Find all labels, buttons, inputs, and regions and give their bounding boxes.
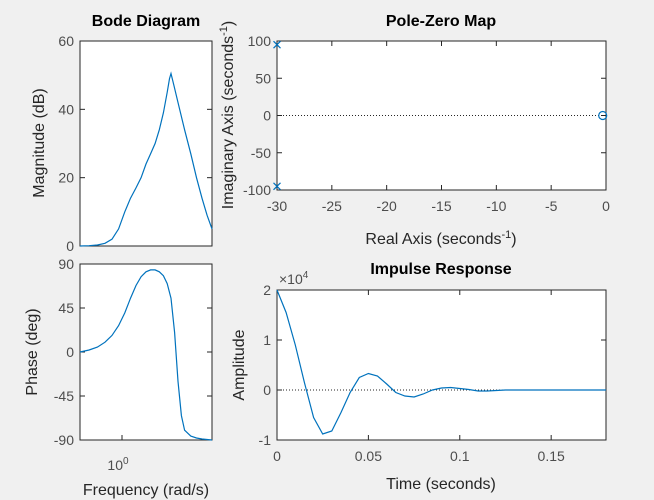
impulse-ytick-label: 2: [263, 282, 271, 298]
impulse-xlabel: Time (seconds): [386, 476, 496, 493]
bode-phase-plot-area: [79, 263, 213, 441]
pole-zero-ytick-label: -50: [251, 145, 271, 161]
impulse-ytick-label: -1: [259, 432, 272, 448]
bode-magnitude-curve: [79, 71, 213, 247]
pole-zero-axes: Pole-Zero Map Imaginary Axis (seconds-1)…: [218, 13, 610, 248]
impulse-xtick-label: 0.1: [450, 448, 470, 464]
pole-zero-xlabel: Real Axis (seconds-1): [365, 229, 516, 248]
pole-zero-ytick-label: 100: [248, 33, 272, 49]
impulse-curve: [276, 289, 606, 435]
pole-zero-xtick-label: 0: [602, 198, 610, 214]
pole-zero-markers: [273, 40, 608, 191]
pole-zero-title: Pole-Zero Map: [386, 13, 496, 30]
bode-magnitude-ytick-label: 60: [58, 33, 74, 49]
bode-magnitude-ytick-label: 0: [66, 238, 74, 254]
bode-phase-ytick-label: 0: [66, 344, 74, 360]
pole-zero-ytick-label: 50: [255, 70, 271, 86]
pole-marker: [273, 40, 281, 49]
pole-zero-xtick-label: -15: [431, 198, 451, 214]
impulse-plot-area: [276, 289, 607, 441]
bode-phase-ytick-label: 90: [58, 256, 74, 272]
impulse-ylabel: Amplitude: [231, 329, 248, 400]
bode-phase-xtick-label: 100: [107, 456, 129, 473]
bode-phase-curve: [79, 269, 213, 441]
impulse-xtick-label: 0.15: [538, 448, 565, 464]
bode-phase-ytick-label: -45: [54, 388, 74, 404]
bode-title: Bode Diagram: [92, 13, 200, 30]
bode-phase-ylabel: Phase (deg): [24, 308, 41, 395]
impulse-ytick-label: 1: [263, 332, 271, 348]
pole-zero-ytick-label: -100: [243, 182, 271, 198]
zero-marker: [598, 110, 608, 121]
impulse-y-multiplier: ×104: [279, 270, 309, 287]
pole-zero-xtick-label: -5: [545, 198, 558, 214]
pole-zero-yticks: 100 50 0 -50 -100: [243, 33, 606, 198]
pole-zero-ytick-label: 0: [263, 108, 271, 124]
bode-magnitude-ylabel: Magnitude (dB): [31, 88, 48, 197]
pole-zero-xtick-label: -20: [377, 198, 397, 214]
bode-magnitude-ytick-label: 40: [58, 101, 74, 117]
bode-phase-axes: Phase (deg) 90 45 0 -45 -90 100 Frequency (r…: [24, 256, 213, 499]
bode-phase-ytick-label: -90: [54, 432, 74, 448]
bode-phase-ytick-label: 45: [58, 300, 74, 316]
pole-zero-xticks: -30 -25 -20 -15 -10 -5 0: [267, 41, 610, 214]
pole-zero-xtick-label: -25: [322, 198, 342, 214]
impulse-title: Impulse Response: [370, 261, 511, 278]
bode-frequency-xlabel: Frequency (rad/s): [83, 482, 209, 499]
impulse-ytick-label: 0: [263, 382, 271, 398]
pole-marker: [273, 182, 281, 191]
bode-magnitude-axes: Bode Diagram Magnitude (dB) 0 20 40 60: [31, 13, 213, 254]
bode-magnitude-ytick-label: 20: [58, 170, 74, 186]
bode-magnitude-plot-area: [79, 40, 213, 247]
impulse-axes: Impulse Response Amplitude ×104 0 0.05 0.1…: [231, 261, 607, 493]
impulse-xticks: 0 0.05 0.1 0.15: [273, 290, 565, 464]
impulse-xtick-label: 0: [273, 448, 281, 464]
pole-zero-ylabel: Imaginary Axis (seconds-1): [218, 21, 237, 210]
pole-zero-xtick-label: -30: [267, 198, 287, 214]
pole-zero-xtick-label: -10: [486, 198, 506, 214]
impulse-xtick-label: 0.05: [355, 448, 382, 464]
